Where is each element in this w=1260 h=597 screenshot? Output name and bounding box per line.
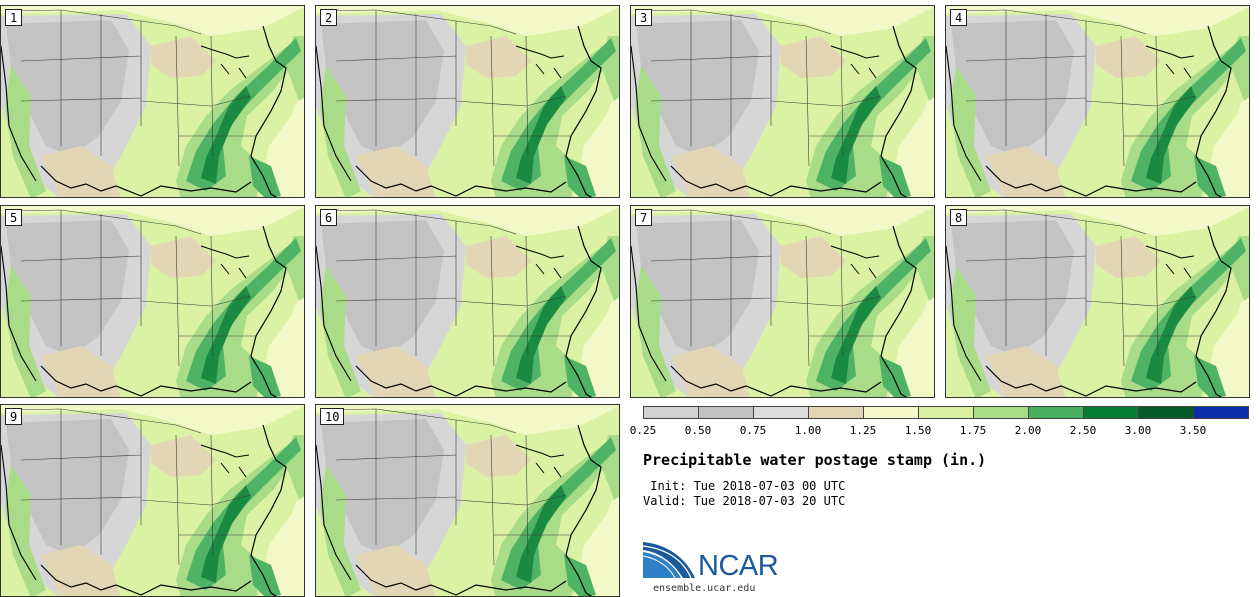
precip-water-map	[631, 6, 934, 197]
legend-swatch	[1193, 406, 1249, 419]
precip-water-map	[946, 206, 1249, 397]
precip-water-map	[1, 6, 304, 197]
legend-swatch	[918, 406, 973, 419]
legend-tick-label: 1.00	[794, 424, 822, 437]
site-url[interactable]: ensemble.ucar.edu	[653, 583, 756, 594]
precip-water-map	[316, 206, 619, 397]
member-panel[interactable]: 2	[315, 5, 620, 198]
member-number: 1	[5, 9, 23, 26]
legend-ticks: 0.25 0.50 0.75 1.00 1.25 1.50 1.75 2.00 …	[630, 424, 1249, 440]
member-number: 4	[950, 9, 968, 26]
legend-swatch	[753, 406, 808, 419]
member-panel[interactable]: 4	[945, 5, 1250, 198]
legend-swatch	[863, 406, 918, 419]
legend-swatch	[643, 406, 698, 419]
precip-water-map	[946, 6, 1249, 197]
color-legend	[643, 406, 1249, 419]
legend-tick-label: 3.00	[1124, 424, 1152, 437]
legend-swatch	[973, 406, 1028, 419]
legend-tick-label: 0.75	[739, 424, 767, 437]
member-panel[interactable]: 3	[630, 5, 935, 198]
member-number: 3	[635, 9, 653, 26]
ncar-swoosh-logo-icon[interactable]	[643, 540, 793, 584]
member-number: 2	[320, 9, 338, 26]
member-number: 7	[635, 209, 653, 226]
legend-tick-label: 0.25	[629, 424, 657, 437]
precip-water-map	[631, 206, 934, 397]
legend-swatch	[1083, 406, 1138, 419]
legend-tick-label: 3.50	[1179, 424, 1207, 437]
legend-tick-label: 1.25	[849, 424, 877, 437]
figure-title: Precipitable water postage stamp (in.)	[643, 451, 987, 469]
member-number: 6	[320, 209, 338, 226]
init-time: Init: Tue 2018-07-03 00 UTC	[643, 479, 846, 493]
legend-tick-label: 2.50	[1069, 424, 1097, 437]
legend-tick-label: 1.50	[904, 424, 932, 437]
member-panel[interactable]: 7	[630, 205, 935, 398]
ncar-wordmark: NCAR	[698, 550, 779, 582]
member-panel[interactable]: 10	[315, 404, 620, 597]
member-panel[interactable]: 9	[0, 404, 305, 597]
member-number: 8	[950, 209, 968, 226]
member-number: 10	[320, 408, 345, 425]
legend-tick-label: 0.50	[684, 424, 712, 437]
member-panel[interactable]: 8	[945, 205, 1250, 398]
member-panel[interactable]: 1	[0, 5, 305, 198]
member-number: 5	[5, 209, 23, 226]
precip-water-map	[316, 6, 619, 197]
legend-swatch	[1138, 406, 1193, 419]
legend-swatch	[698, 406, 753, 419]
member-number: 9	[5, 408, 23, 425]
legend-tick-label: 1.75	[959, 424, 987, 437]
member-panel[interactable]: 5	[0, 205, 305, 398]
precip-water-map	[1, 405, 304, 596]
legend-swatch	[808, 406, 863, 419]
member-panel[interactable]: 6	[315, 205, 620, 398]
legend-swatch	[1028, 406, 1083, 419]
precip-water-map	[316, 405, 619, 596]
legend-tick-label: 2.00	[1014, 424, 1042, 437]
valid-time: Valid: Tue 2018-07-03 20 UTC	[643, 494, 846, 508]
precip-water-map	[1, 206, 304, 397]
